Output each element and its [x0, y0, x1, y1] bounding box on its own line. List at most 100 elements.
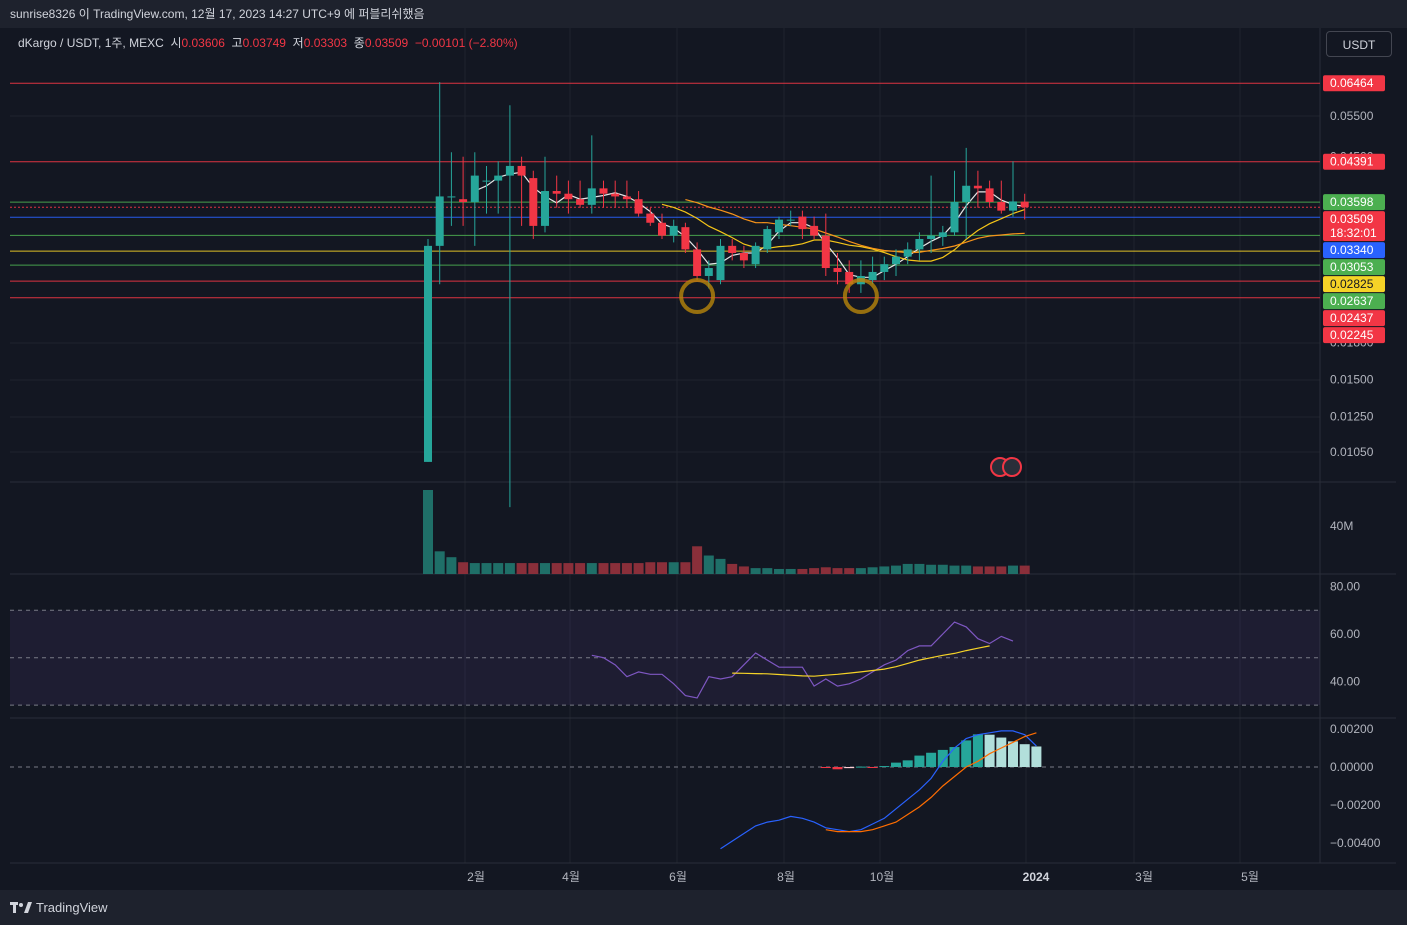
macd-histogram-bar: [961, 740, 972, 767]
rsi-tick-label: 60.00: [1330, 627, 1360, 641]
volume-bar: [680, 562, 691, 574]
price-level-badge: [1323, 242, 1385, 259]
volume-bar: [738, 566, 749, 574]
rsi-tick-label: 40.00: [1330, 674, 1360, 688]
publish-info-bar: sunrise8326 이 TradingView.com, 12월 17, 2…: [0, 0, 1407, 28]
time-tick-label: 10월: [870, 870, 894, 884]
volume-bar: [657, 562, 667, 574]
price-level-label: 0.06464: [1330, 76, 1374, 90]
time-tick-label: 3월: [1135, 870, 1153, 884]
candle-body: [997, 201, 1006, 211]
open-value: 0.03606: [181, 36, 225, 50]
candle-body: [1020, 201, 1029, 208]
volume-bar: [855, 568, 866, 574]
time-tick-label: 6월: [669, 870, 687, 884]
candle-body: [529, 178, 538, 226]
high-label: 고: [231, 36, 243, 50]
footer-bar: [0, 890, 1407, 925]
macd-histogram-bar: [879, 766, 890, 768]
macd-histogram-bar: [914, 755, 925, 767]
currency-button[interactable]: USDT: [1326, 31, 1392, 57]
price-level-label: 0.02437: [1330, 311, 1374, 325]
candle-body: [892, 256, 900, 265]
candle-body: [763, 229, 772, 250]
candle-body: [424, 245, 432, 462]
macd-histogram-bar: [844, 767, 855, 769]
price-level-label: 0.03509: [1330, 212, 1374, 226]
rsi-tick-label: 80.00: [1330, 580, 1360, 594]
macd-histogram-bar: [1008, 741, 1018, 767]
volume-bar: [844, 568, 855, 574]
macd-histogram-bar: [855, 766, 866, 768]
price-level-label: 0.02637: [1330, 294, 1374, 308]
price-level-label: 0.03598: [1330, 195, 1374, 209]
candle-body: [611, 193, 620, 197]
publish-line: sunrise8326 이 TradingView.com, 12월 17, 2…: [10, 7, 425, 21]
price-level-label: 0.02245: [1330, 328, 1374, 342]
candle-body: [704, 268, 713, 276]
macd-tick-label: 0.00000: [1330, 760, 1374, 774]
candle-body: [552, 191, 561, 194]
candle-body: [950, 201, 959, 233]
volume-bar: [540, 563, 550, 574]
volume-bar: [785, 568, 796, 574]
time-tick-label: 2월: [467, 870, 485, 884]
macd-histogram-bar: [1031, 746, 1042, 767]
price-level-badge: [1323, 310, 1385, 327]
candle-body: [716, 245, 725, 281]
macd-signal-line: [825, 732, 1037, 833]
price-level-badge: [1323, 293, 1385, 310]
price-tick-label: 0.05500: [1330, 109, 1374, 123]
candle-body: [1009, 201, 1017, 211]
macd-histogram-bar: [984, 734, 995, 767]
volume-bar: [446, 557, 457, 574]
candle-body: [798, 216, 807, 230]
price-tick-label: 0.01500: [1330, 373, 1374, 387]
candle-body: [985, 188, 994, 202]
volume-bar: [972, 566, 983, 574]
macd-histogram-bar: [972, 734, 983, 767]
price-level-label: 0.04391: [1330, 155, 1374, 169]
volume-bar: [575, 563, 586, 574]
price-tick-label: 0.01050: [1330, 445, 1374, 459]
volume-bar: [727, 563, 738, 574]
volume-bar: [797, 568, 808, 574]
macd-tick-label: −0.00200: [1330, 798, 1381, 812]
volume-bar: [458, 562, 469, 574]
volume-bar: [926, 564, 937, 574]
candle-body: [587, 188, 596, 205]
candle-body: [845, 271, 854, 285]
price-tick-label: 0.01250: [1330, 410, 1374, 424]
candle-body: [786, 219, 795, 221]
candle-body: [880, 264, 889, 272]
volume-bar: [563, 563, 574, 574]
close-label: 종: [353, 36, 365, 50]
low-value: 0.03303: [303, 36, 348, 50]
time-tick-label: 4월: [562, 870, 580, 884]
volume-bar: [610, 563, 621, 574]
volume-bar: [774, 568, 784, 574]
candle-body: [927, 235, 936, 239]
volume-tick-label: 40M: [1330, 519, 1353, 533]
volume-bar: [961, 565, 972, 574]
candle-body: [658, 222, 666, 236]
candle-body: [435, 196, 444, 246]
price-level-badge: [1323, 276, 1385, 293]
chart-frame[interactable]: [10, 28, 1396, 890]
candle-body: [505, 165, 514, 176]
candle-body: [447, 196, 456, 198]
rsi-ma-line: [732, 645, 990, 677]
high-value: 0.03749: [242, 36, 286, 50]
volume-bar: [867, 567, 878, 574]
volume-bar: [914, 563, 925, 574]
tradingview-logo[interactable]: TradingView: [10, 900, 108, 915]
open-label: 시: [170, 36, 182, 50]
symbol-name[interactable]: dKargo / USDT, 1주, MEXC: [18, 36, 164, 50]
chart-canvas[interactable]: 0.055000.045000.018000.015000.012500.010…: [10, 28, 1396, 890]
volume-bar: [586, 563, 597, 574]
low-label: 저: [292, 36, 304, 50]
candle-body: [517, 165, 526, 176]
candle-body: [459, 199, 468, 202]
candle-body: [622, 196, 631, 200]
volume-bar: [598, 563, 609, 574]
